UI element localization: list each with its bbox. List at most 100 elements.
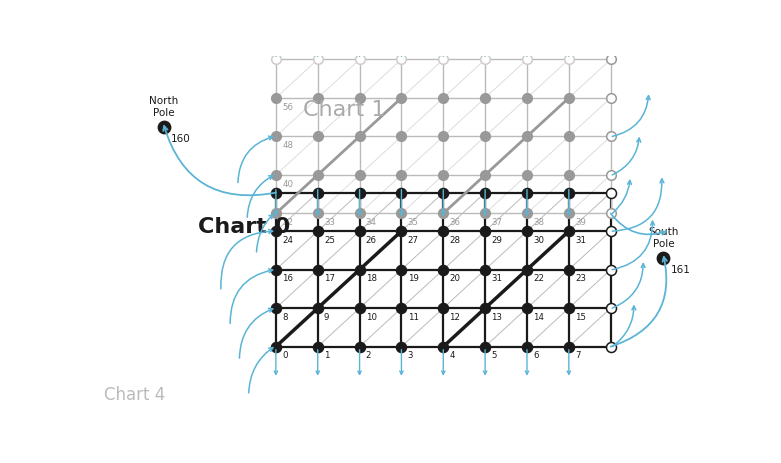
Point bbox=[437, 304, 450, 312]
FancyArrowPatch shape bbox=[612, 96, 650, 137]
Text: 38: 38 bbox=[533, 218, 544, 227]
FancyArrowPatch shape bbox=[400, 350, 403, 374]
Point bbox=[604, 171, 617, 179]
Point bbox=[562, 94, 575, 101]
Point bbox=[395, 266, 408, 273]
Text: 0: 0 bbox=[282, 351, 287, 360]
Text: 10: 10 bbox=[366, 313, 376, 322]
Text: 28: 28 bbox=[450, 236, 461, 245]
Point bbox=[269, 266, 282, 273]
FancyArrowPatch shape bbox=[249, 348, 273, 393]
Point bbox=[437, 227, 450, 235]
Point bbox=[353, 227, 366, 235]
Point bbox=[353, 210, 366, 217]
Point bbox=[437, 171, 450, 179]
Point bbox=[479, 304, 491, 312]
Text: 5: 5 bbox=[491, 351, 497, 360]
Point bbox=[437, 189, 450, 196]
FancyArrowPatch shape bbox=[526, 29, 529, 56]
Text: 13: 13 bbox=[491, 313, 502, 322]
Point bbox=[562, 343, 575, 350]
Text: 7: 7 bbox=[575, 351, 580, 360]
Point bbox=[521, 171, 533, 179]
Point bbox=[437, 210, 450, 217]
Text: Chart 4: Chart 4 bbox=[104, 386, 165, 404]
FancyArrowPatch shape bbox=[612, 306, 636, 347]
Point bbox=[521, 94, 533, 101]
Text: 3: 3 bbox=[408, 351, 413, 360]
Point bbox=[312, 171, 324, 179]
Point bbox=[604, 133, 617, 140]
Point bbox=[353, 189, 366, 196]
FancyArrowPatch shape bbox=[316, 189, 319, 215]
FancyArrowPatch shape bbox=[221, 230, 273, 289]
Point bbox=[604, 343, 617, 350]
Point bbox=[312, 56, 324, 63]
Text: 161: 161 bbox=[671, 265, 691, 275]
Point bbox=[312, 266, 324, 273]
Point bbox=[604, 94, 617, 101]
Point bbox=[437, 94, 450, 101]
Point bbox=[437, 56, 450, 63]
Text: 160: 160 bbox=[171, 134, 191, 144]
Point bbox=[353, 171, 366, 179]
Point bbox=[312, 133, 324, 140]
Point bbox=[562, 304, 575, 312]
Point bbox=[353, 133, 366, 140]
Point bbox=[562, 227, 575, 235]
FancyArrowPatch shape bbox=[274, 350, 277, 374]
FancyArrowPatch shape bbox=[163, 126, 276, 195]
Text: Chart 1: Chart 1 bbox=[303, 100, 386, 120]
FancyArrowPatch shape bbox=[256, 214, 273, 252]
Point bbox=[395, 227, 408, 235]
FancyArrowPatch shape bbox=[274, 29, 277, 56]
FancyArrowPatch shape bbox=[567, 29, 570, 56]
Point bbox=[353, 266, 366, 273]
FancyArrowPatch shape bbox=[316, 29, 319, 56]
Point bbox=[312, 227, 324, 235]
Text: 1: 1 bbox=[324, 351, 330, 360]
Text: 33: 33 bbox=[324, 218, 335, 227]
Point bbox=[312, 94, 324, 101]
Point bbox=[657, 254, 669, 262]
Text: 18: 18 bbox=[366, 274, 376, 283]
Point bbox=[479, 266, 491, 273]
FancyArrowPatch shape bbox=[441, 350, 445, 374]
Text: 56: 56 bbox=[282, 102, 293, 112]
FancyArrowPatch shape bbox=[240, 308, 273, 358]
Point bbox=[395, 133, 408, 140]
FancyArrowPatch shape bbox=[483, 29, 487, 56]
FancyArrowPatch shape bbox=[358, 350, 362, 374]
Point bbox=[562, 266, 575, 273]
Point bbox=[521, 56, 533, 63]
Point bbox=[604, 189, 617, 196]
Text: 2: 2 bbox=[366, 351, 371, 360]
Point bbox=[604, 227, 617, 235]
FancyArrowPatch shape bbox=[612, 263, 645, 308]
FancyArrowPatch shape bbox=[612, 179, 664, 231]
Point bbox=[269, 94, 282, 101]
Point bbox=[395, 304, 408, 312]
Text: 34: 34 bbox=[366, 218, 376, 227]
Point bbox=[395, 94, 408, 101]
Point bbox=[479, 171, 491, 179]
Point bbox=[395, 56, 408, 63]
Point bbox=[353, 94, 366, 101]
Text: 31: 31 bbox=[491, 274, 502, 283]
Text: 37: 37 bbox=[491, 218, 502, 227]
FancyArrowPatch shape bbox=[567, 350, 570, 374]
Point bbox=[269, 133, 282, 140]
FancyArrowPatch shape bbox=[483, 189, 487, 215]
FancyArrowPatch shape bbox=[526, 189, 529, 215]
FancyArrowPatch shape bbox=[612, 181, 632, 213]
Point bbox=[521, 304, 533, 312]
Point bbox=[437, 133, 450, 140]
Point bbox=[479, 343, 491, 350]
Point bbox=[479, 210, 491, 217]
Point bbox=[395, 343, 408, 350]
Point bbox=[521, 210, 533, 217]
Point bbox=[395, 210, 408, 217]
FancyArrowPatch shape bbox=[238, 136, 273, 182]
Text: 29: 29 bbox=[491, 236, 502, 245]
Point bbox=[269, 56, 282, 63]
